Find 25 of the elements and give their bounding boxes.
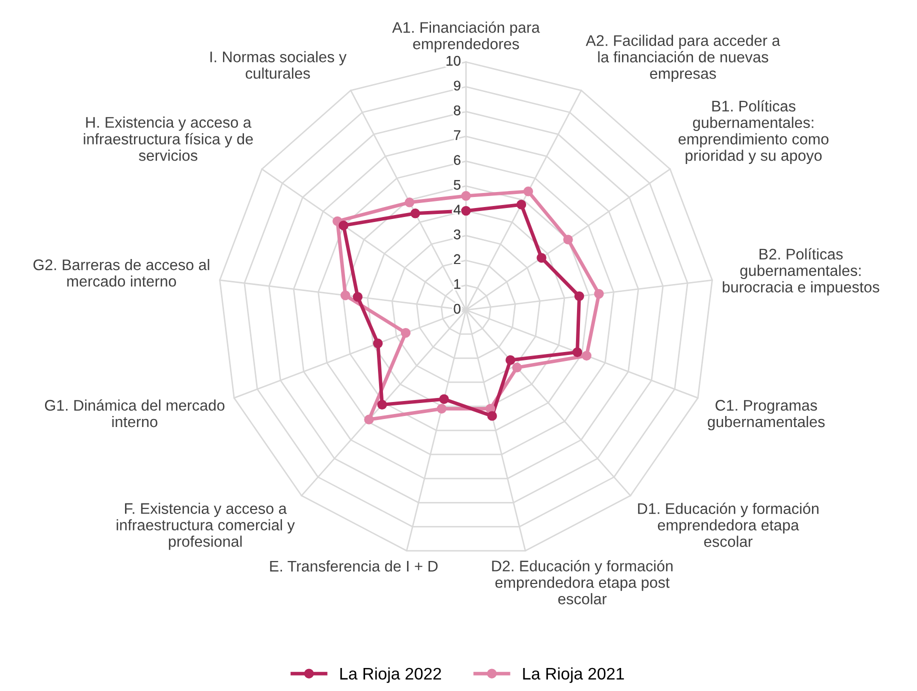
y-tick-label: 10 [446,56,460,66]
spoke-label: D1. Educación y formación emprendedora etapa escolar [638,502,818,547]
spoke-label: H. Existencia y acceso a infraestructura física y de servicios [84,116,253,161]
y-tick-label: 5 [454,180,460,190]
y-tick-label: 2 [454,254,460,264]
spoke-label: I. Normas sociales y culturales [210,51,347,79]
spoke-label: D2. Educación y formación emprendedora etapa post escolar [492,560,673,604]
legend-label: La Rioja 2021 [523,667,624,683]
y-tick-label: 7 [454,130,460,140]
y-tick-label: 3 [454,229,460,240]
spoke-label: A1. Financiación para emprendedores [392,21,540,52]
spoke-label: F. Existencia y acceso a infraestructura comercial y profesional [116,502,295,550]
spoke-label: A2. Facilidad para acceder a la financiación de nuevas empresas [586,34,780,82]
y-tick-label: 6 [454,155,460,165]
spoke-label: B2. Políticas gubernamentales: burocracia e impuestos [722,248,880,296]
y-tick-label: 8 [454,105,460,116]
legend-label: La Rioja 2022 [340,667,442,683]
y-tick-label: 0 [454,304,460,314]
spoke-label: B1. Políticas gubernamentales: emprendimiento como prioridad y su apoyo [678,100,828,164]
y-tick-label: 1 [454,279,460,289]
spoke-label: G1. Dinámica del mercado interno [44,399,224,428]
y-tick-label: 9 [454,80,460,91]
spoke-label: C1. Programas gubernamentales [708,400,825,430]
spoke-label: G2. Barreras de acceso al mercado interno [33,259,210,287]
spoke-label: E. Transferencia de I + D [270,560,438,572]
